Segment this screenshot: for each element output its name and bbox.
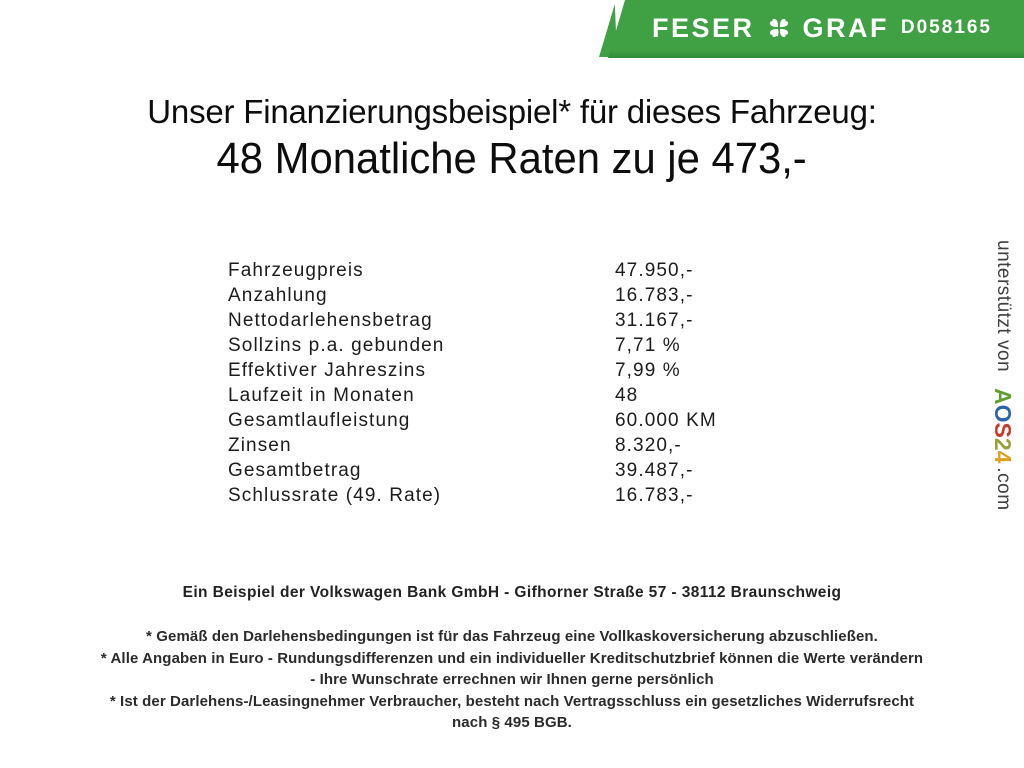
row-value: 39.487,-	[615, 459, 694, 481]
headline-line1: Unser Finanzierungsbeispiel* für dieses …	[147, 93, 877, 130]
row-label: Nettodarlehensbetrag	[228, 309, 433, 331]
row-label: Sollzins p.a. gebunden	[228, 334, 445, 356]
row-label: Gesamtbetrag	[228, 459, 362, 481]
disclaimer-line: - Ihre Wunschrate errechnen wir Ihnen ge…	[310, 671, 714, 688]
row-label: Effektiver Jahreszins	[228, 359, 427, 381]
table-row: Laufzeit in Monaten 48	[228, 383, 788, 408]
disclaimer-line: nach § 495 BGB.	[452, 714, 572, 731]
disclaimer-line: * Ist der Darlehens-/Leasingnehmer Verbr…	[109, 692, 915, 710]
clover-icon	[768, 17, 789, 39]
table-row: Effektiver Jahreszins 7,99 %	[228, 358, 788, 383]
row-value: 7,99 %	[615, 359, 681, 381]
disclaimer-line: * Gemäß den Darlehensbedingungen ist für…	[146, 628, 878, 645]
table-row: Anzahlung 16.783,-	[228, 283, 788, 308]
row-value: 47.950,-	[615, 259, 694, 281]
row-label: Schlussrate (49. Rate)	[228, 484, 442, 506]
aos24-letter: S	[990, 422, 1016, 438]
headline-block: Unser Finanzierungsbeispiel* für dieses …	[0, 92, 1024, 184]
row-value: 48	[615, 384, 639, 406]
table-row: Gesamtlaufleistung 60.000 KM	[228, 408, 788, 433]
row-value: 31.167,-	[615, 309, 694, 331]
row-label: Fahrzeugpreis	[228, 259, 364, 281]
row-label: Anzahlung	[228, 284, 328, 306]
table-row: Fahrzeugpreis 47.950,-	[228, 258, 788, 283]
row-value: 16.783,-	[615, 284, 694, 306]
aos24-letter: A	[990, 387, 1016, 405]
aos24-logo: AOS24	[990, 388, 1016, 463]
disclaimer-block: * Gemäß den Darlehensbedingungen ist für…	[0, 626, 1024, 734]
row-value: 7,71 %	[615, 334, 681, 356]
aos24-letter: O	[990, 404, 1016, 423]
disclaimer-line: * Alle Angaben in Euro - Rundungsdiffere…	[100, 649, 924, 667]
bank-info-line: Ein Beispiel der Volkswagen Bank GmbH - …	[182, 584, 842, 601]
dealer-banner: FESER GRAF D058165	[608, 0, 1024, 58]
headline-line2: 48 Monatliche Raten zu je 473,-	[216, 134, 808, 183]
row-label: Laufzeit in Monaten	[228, 384, 415, 406]
table-row: Nettodarlehensbetrag 31.167,-	[228, 308, 788, 333]
vehicle-code: D058165	[900, 17, 992, 38]
brand-word-graf: GRAF	[802, 12, 890, 43]
credit-suffix: .com	[993, 467, 1014, 511]
table-row: Zinsen 8.320,-	[228, 433, 788, 458]
row-value: 8.320,-	[615, 434, 682, 456]
row-value: 16.783,-	[615, 484, 694, 506]
row-label: Zinsen	[228, 434, 292, 456]
credit-prefix: unterstützt von	[993, 240, 1014, 378]
supported-by-credit: unterstützt von AOS24 .com	[989, 240, 1016, 511]
table-row: Sollzins p.a. gebunden 7,71 %	[228, 333, 788, 358]
table-row: Schlussrate (49. Rate) 16.783,-	[228, 483, 788, 508]
aos24-letter: 2	[990, 437, 1016, 451]
financing-table: Fahrzeugpreis 47.950,- Anzahlung 16.783,…	[228, 258, 788, 508]
row-label: Gesamtlaufleistung	[228, 409, 411, 431]
row-value: 60.000 KM	[615, 409, 717, 431]
brand-word-feser: FESER	[652, 12, 755, 43]
table-row: Gesamtbetrag 39.487,-	[228, 458, 788, 483]
aos24-letter: 4	[990, 450, 1016, 464]
headline-line2-wrap: 48 Monatliche Raten zu je 473,-	[0, 134, 1024, 184]
